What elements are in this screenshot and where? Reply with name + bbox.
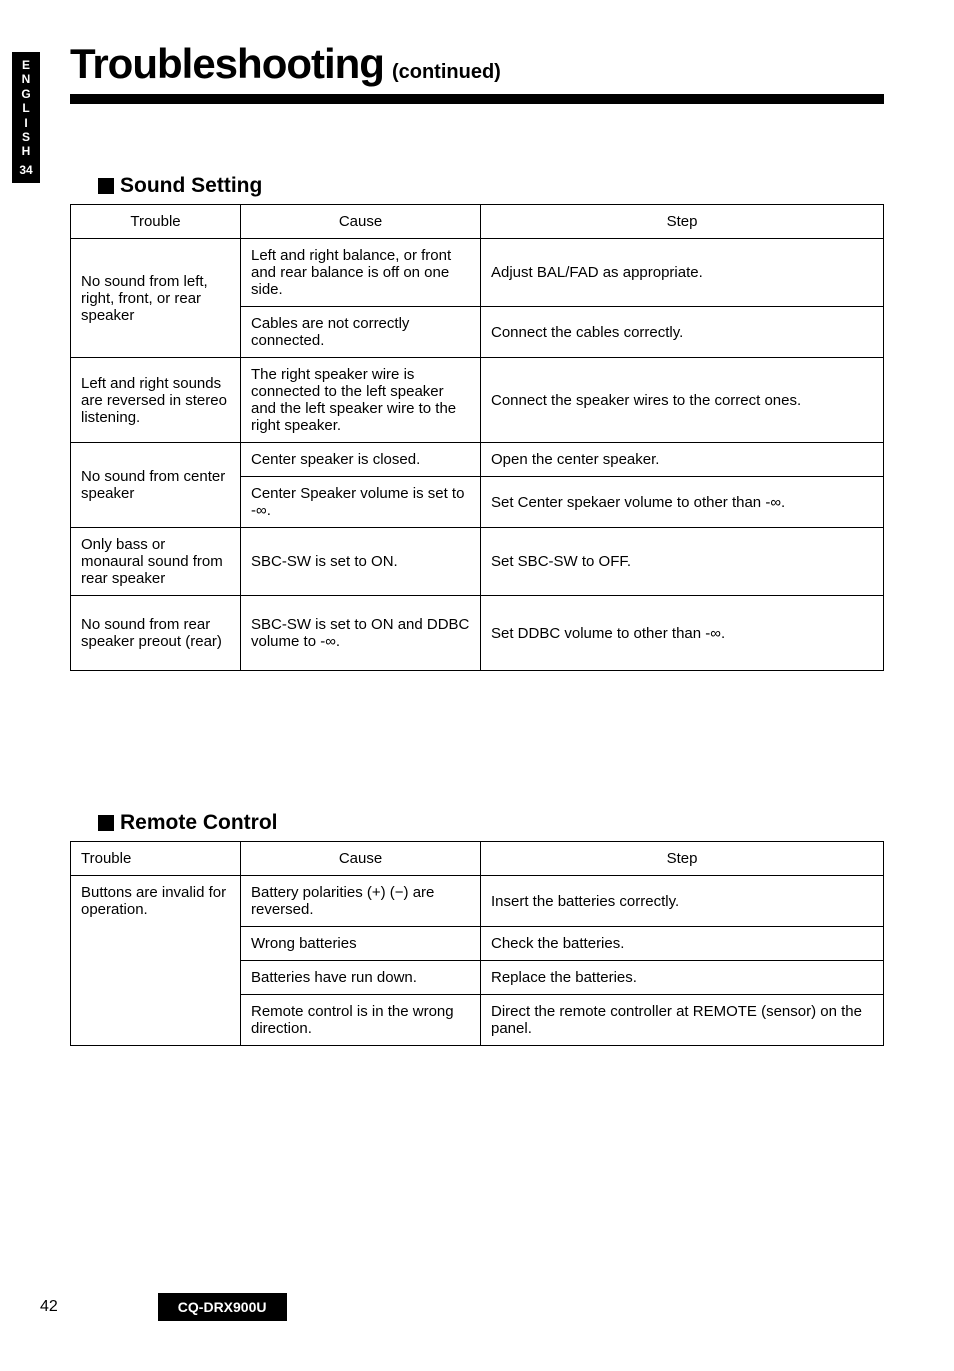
sound-setting-table: Trouble Cause Step No sound from left, r… bbox=[70, 204, 884, 671]
cell-step: Set Center spekaer volume to other than … bbox=[481, 477, 884, 528]
cell-cause: Remote control is in the wrong direction… bbox=[241, 995, 481, 1046]
cell-cause: Battery polarities (+) (−) are reversed. bbox=[241, 876, 481, 927]
side-page-number: 34 bbox=[12, 163, 40, 177]
cell-trouble: Buttons are invalid for operation. bbox=[71, 876, 241, 1046]
col-step: Step bbox=[481, 842, 884, 876]
page-title: Troubleshooting bbox=[70, 40, 384, 88]
table-row: No sound from rear speaker preout (rear)… bbox=[71, 596, 884, 671]
cell-cause: Center Speaker volume is set to -∞. bbox=[241, 477, 481, 528]
language-label: ENGLISH bbox=[12, 58, 40, 159]
cell-trouble: Only bass or monaural sound from rear sp… bbox=[71, 528, 241, 596]
cell-cause: Cables are not correctly connected. bbox=[241, 307, 481, 358]
table-row: Only bass or monaural sound from rear sp… bbox=[71, 528, 884, 596]
table-row: Left and right sounds are reversed in st… bbox=[71, 358, 884, 443]
cell-trouble: No sound from rear speaker preout (rear) bbox=[71, 596, 241, 671]
square-bullet-icon bbox=[98, 815, 114, 831]
cell-cause: Batteries have run down. bbox=[241, 961, 481, 995]
remote-control-table: Trouble Cause Step Buttons are invalid f… bbox=[70, 841, 884, 1046]
table-row: No sound from left, right, front, or rea… bbox=[71, 239, 884, 307]
cell-step: Set SBC-SW to OFF. bbox=[481, 528, 884, 596]
cell-trouble: No sound from center speaker bbox=[71, 443, 241, 528]
cell-step: Replace the batteries. bbox=[481, 961, 884, 995]
col-step: Step bbox=[481, 205, 884, 239]
cell-step: Open the center speaker. bbox=[481, 443, 884, 477]
page-title-row: Troubleshooting (continued) bbox=[70, 40, 884, 88]
model-badge: CQ-DRX900U bbox=[158, 1293, 287, 1321]
col-trouble: Trouble bbox=[71, 842, 241, 876]
language-tab: ENGLISH 34 bbox=[12, 52, 40, 183]
cell-cause: Center speaker is closed. bbox=[241, 443, 481, 477]
cell-cause: Left and right balance, or front and rea… bbox=[241, 239, 481, 307]
section-heading-text: Sound Setting bbox=[120, 174, 262, 198]
table-header-row: Trouble Cause Step bbox=[71, 842, 884, 876]
table-row: Buttons are invalid for operation. Batte… bbox=[71, 876, 884, 927]
cell-cause: SBC-SW is set to ON. bbox=[241, 528, 481, 596]
col-cause: Cause bbox=[241, 842, 481, 876]
section-heading-remote: Remote Control bbox=[98, 811, 884, 835]
section-heading-sound: Sound Setting bbox=[98, 174, 884, 198]
cell-cause: The right speaker wire is connected to t… bbox=[241, 358, 481, 443]
page-title-continued: (continued) bbox=[392, 61, 501, 84]
col-cause: Cause bbox=[241, 205, 481, 239]
cell-step: Set DDBC volume to other than -∞. bbox=[481, 596, 884, 671]
cell-cause: Wrong batteries bbox=[241, 927, 481, 961]
page-footer: 42 CQ-DRX900U bbox=[40, 1293, 287, 1321]
cell-step: Connect the speaker wires to the correct… bbox=[481, 358, 884, 443]
cell-step: Check the batteries. bbox=[481, 927, 884, 961]
manual-page: ENGLISH 34 Troubleshooting (continued) S… bbox=[0, 0, 954, 1371]
cell-trouble: No sound from left, right, front, or rea… bbox=[71, 239, 241, 358]
col-trouble: Trouble bbox=[71, 205, 241, 239]
page-number: 42 bbox=[40, 1298, 58, 1316]
cell-trouble: Left and right sounds are reversed in st… bbox=[71, 358, 241, 443]
cell-step: Connect the cables correctly. bbox=[481, 307, 884, 358]
cell-cause: SBC-SW is set to ON and DDBC volume to -… bbox=[241, 596, 481, 671]
section-heading-text: Remote Control bbox=[120, 811, 278, 835]
table-row: No sound from center speaker Center spea… bbox=[71, 443, 884, 477]
cell-step: Direct the remote controller at REMOTE (… bbox=[481, 995, 884, 1046]
cell-step: Insert the batteries correctly. bbox=[481, 876, 884, 927]
cell-step: Adjust BAL/FAD as appropriate. bbox=[481, 239, 884, 307]
table-header-row: Trouble Cause Step bbox=[71, 205, 884, 239]
title-rule bbox=[70, 94, 884, 104]
square-bullet-icon bbox=[98, 178, 114, 194]
